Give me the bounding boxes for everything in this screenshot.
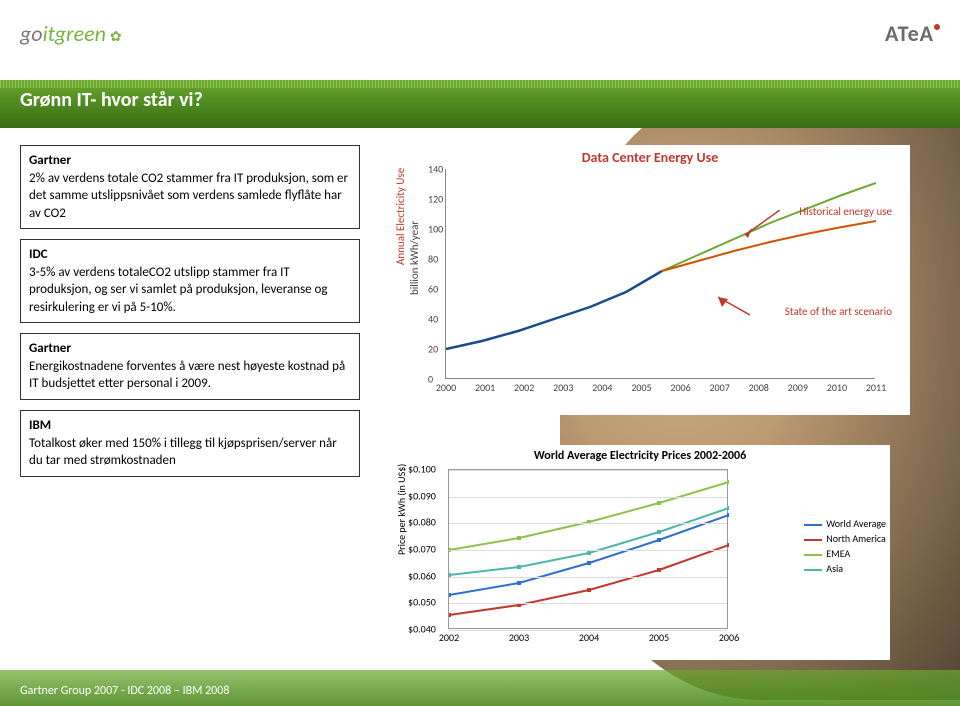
xtick: 2010 <box>827 381 847 394</box>
xtick: 2008 <box>749 381 769 394</box>
xtick: 2006 <box>670 381 690 394</box>
chart1-curves <box>446 169 876 379</box>
xtick: 2002 <box>439 631 459 644</box>
ytick: 60 <box>428 283 438 296</box>
gridline <box>449 497 727 498</box>
xtick: 2003 <box>509 631 529 644</box>
chart-world-avg-prices: World Average Electricity Prices 2002-20… <box>390 445 890 660</box>
slide-title: Grønn IT- hvor står vi? <box>20 88 203 112</box>
ytick: $0.040 <box>408 623 436 636</box>
ytick: 120 <box>428 193 443 206</box>
chart2-plot-area: 20022003200420052006 <box>448 469 728 629</box>
logo-green: green <box>55 20 106 47</box>
ytick: $0.090 <box>408 489 436 502</box>
chart1-title: Data Center Energy Use <box>390 145 910 166</box>
logo-goitgreen: goitgreen✿ <box>20 20 122 47</box>
xtick: 2001 <box>475 381 495 394</box>
box-text: Energikostnadene forventes å være nest h… <box>29 359 345 392</box>
ytick: 0 <box>428 373 433 386</box>
xtick: 2003 <box>553 381 573 394</box>
ytick: $0.070 <box>408 543 436 556</box>
xtick: 2002 <box>514 381 534 394</box>
xtick: 2011 <box>866 381 886 394</box>
grass-texture <box>0 80 960 88</box>
box-text: Totalkost øker med 150% i tillegg til kj… <box>29 436 337 469</box>
chart1-plot-area: 2000200120022003200420052006200720082009… <box>445 169 875 379</box>
logo-atea: ATeA <box>885 20 940 47</box>
xtick: 2005 <box>649 631 669 644</box>
ytick: $0.100 <box>408 463 436 476</box>
chart2-ylabel: Price per kWh (in US$) <box>395 464 408 555</box>
legend-item: World Average <box>804 517 886 530</box>
chart1-ylabel-gray: billion kWh/year <box>408 221 421 295</box>
ytick: 20 <box>428 343 438 356</box>
header: goitgreen✿ ATeA <box>0 0 960 80</box>
box-head: IDC <box>29 247 48 262</box>
box-ibm: IBM Totalkost øker med 150% i tillegg ti… <box>20 410 360 477</box>
xtick: 2009 <box>788 381 808 394</box>
arrow-icon <box>710 295 750 320</box>
legend-item: EMEA <box>804 547 886 560</box>
legend-item: North America <box>804 532 886 545</box>
arrow-icon <box>740 210 780 240</box>
chart2-legend: World Average North America EMEA Asia <box>804 515 886 577</box>
gridline <box>449 550 727 551</box>
xtick: 2000 <box>436 381 456 394</box>
box-text: 2% av verdens totale CO2 stammer fra IT … <box>29 171 348 221</box>
box-head: IBM <box>29 418 51 433</box>
annot-historical: Historical energy use <box>799 205 892 218</box>
ytick: 100 <box>428 223 443 236</box>
box-idc: IDC 3-5% av verdens totaleCO2 utslipp st… <box>20 239 360 323</box>
ytick: 40 <box>428 313 438 326</box>
chart-datacenter-energy: Data Center Energy Use Annual Electricit… <box>390 145 910 415</box>
ytick: $0.050 <box>408 596 436 609</box>
chart2-title: World Average Electricity Prices 2002-20… <box>390 445 890 467</box>
legend-item: Asia <box>804 562 886 575</box>
xtick: 2004 <box>592 381 612 394</box>
ytick: 140 <box>428 163 443 176</box>
box-gartner-2: Gartner Energikostnadene forventes å vær… <box>20 333 360 400</box>
ytick: 80 <box>428 253 438 266</box>
box-gartner-1: Gartner 2% av verdens totale CO2 stammer… <box>20 145 360 229</box>
gridline <box>449 470 727 471</box>
chart1-ylabel-red: Annual Electricity Use <box>394 168 407 265</box>
xtick: 2006 <box>719 631 739 644</box>
dot-icon <box>934 24 940 30</box>
leaf-icon: ✿ <box>110 28 122 45</box>
xtick: 2005 <box>631 381 651 394</box>
box-head: Gartner <box>29 153 71 168</box>
box-text: 3-5% av verdens totaleCO2 utslipp stamme… <box>29 265 328 315</box>
box-head: Gartner <box>29 341 71 356</box>
gridline <box>449 603 727 604</box>
ytick: $0.060 <box>408 569 436 582</box>
logo-go: go <box>20 20 43 47</box>
content-area: Gartner 2% av verdens totale CO2 stammer… <box>20 145 940 665</box>
logo-it: it <box>43 20 55 47</box>
xtick: 2007 <box>709 381 729 394</box>
gridline <box>449 523 727 524</box>
gridline <box>449 577 727 578</box>
xtick: 2004 <box>579 631 599 644</box>
annot-state-of-art: State of the art scenario <box>785 305 892 318</box>
ytick: $0.080 <box>408 516 436 529</box>
citation: Gartner Group 2007 - IDC 2008 – IBM 2008 <box>20 684 229 698</box>
